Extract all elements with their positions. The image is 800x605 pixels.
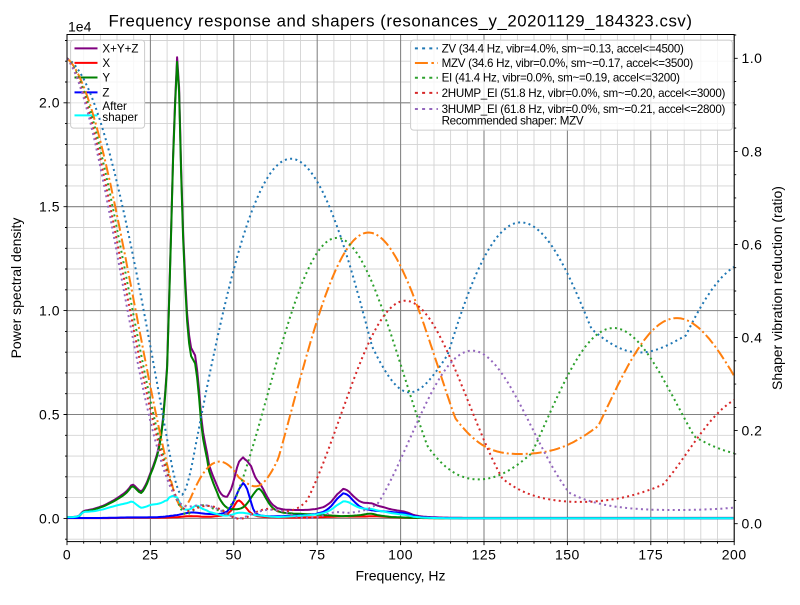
svg-text:0.4: 0.4	[742, 329, 763, 345]
svg-text:1e4: 1e4	[68, 19, 92, 35]
svg-text:Frequency response and shapers: Frequency response and shapers (resonanc…	[109, 12, 693, 31]
svg-text:200: 200	[722, 547, 747, 563]
svg-text:After: After	[102, 100, 127, 113]
svg-text:0.8: 0.8	[742, 143, 763, 159]
svg-text:0: 0	[63, 547, 71, 563]
svg-text:1.0: 1.0	[742, 50, 763, 66]
svg-text:2HUMP_EI (51.8 Hz, vibr=0.0%,: 2HUMP_EI (51.8 Hz, vibr=0.0%, sm~=0.20, …	[442, 87, 726, 100]
svg-text:Recommended shaper: MZV: Recommended shaper: MZV	[442, 115, 584, 128]
svg-text:X+Y+Z: X+Y+Z	[102, 42, 138, 55]
svg-text:0.2: 0.2	[742, 423, 763, 439]
svg-text:Power spectral density: Power spectral density	[8, 218, 24, 359]
svg-text:Y: Y	[102, 72, 110, 85]
svg-text:Frequency, Hz: Frequency, Hz	[356, 568, 446, 584]
svg-text:50: 50	[226, 547, 243, 563]
svg-text:25: 25	[142, 547, 159, 563]
svg-text:0.6: 0.6	[742, 236, 763, 252]
svg-text:2.0: 2.0	[39, 95, 60, 111]
svg-text:150: 150	[555, 547, 580, 563]
svg-text:Z: Z	[102, 86, 109, 99]
svg-text:Shaper vibration reduction (ra: Shaper vibration reduction (ratio)	[769, 186, 785, 390]
svg-text:shaper: shaper	[102, 111, 138, 124]
svg-text:MZV (34.6 Hz, vibr=0.0%, sm~=0: MZV (34.6 Hz, vibr=0.0%, sm~=0.17, accel…	[442, 57, 694, 70]
svg-text:75: 75	[309, 547, 326, 563]
svg-text:1.5: 1.5	[39, 199, 60, 215]
svg-text:100: 100	[388, 547, 413, 563]
svg-text:X: X	[102, 57, 110, 70]
svg-text:175: 175	[638, 547, 663, 563]
svg-text:1.0: 1.0	[39, 303, 60, 319]
svg-text:0.0: 0.0	[742, 516, 763, 532]
svg-text:EI (41.4 Hz, vibr=0.0%, sm~=0.: EI (41.4 Hz, vibr=0.0%, sm~=0.19, accel<…	[442, 72, 681, 85]
svg-text:ZV (34.4 Hz, vibr=4.0%, sm~=0.: ZV (34.4 Hz, vibr=4.0%, sm~=0.13, accel<…	[442, 42, 684, 55]
svg-text:0.0: 0.0	[39, 510, 60, 526]
svg-text:125: 125	[472, 547, 497, 563]
svg-text:0.5: 0.5	[39, 406, 60, 422]
svg-text:3HUMP_EI (61.8 Hz, vibr=0.0%,: 3HUMP_EI (61.8 Hz, vibr=0.0%, sm~=0.21, …	[442, 103, 726, 116]
